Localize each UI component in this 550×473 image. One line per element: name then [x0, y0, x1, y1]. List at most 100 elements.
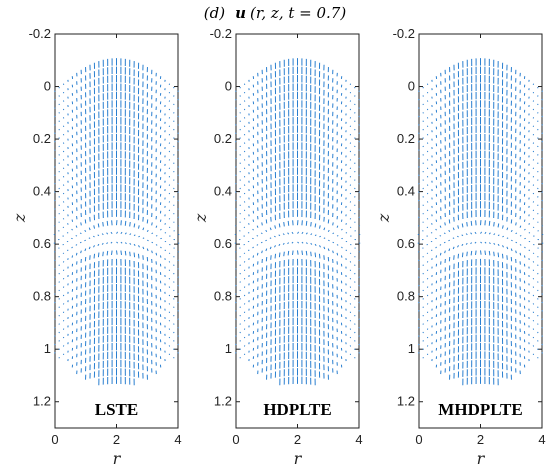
quiver-arrow [470, 220, 473, 226]
quiver-arrow [506, 227, 509, 231]
quiver-arrow [327, 229, 330, 233]
quiver-arrow [488, 220, 491, 226]
quiver-arrow [474, 241, 477, 244]
quiver-arrow [480, 241, 483, 244]
quiver-arrow [452, 246, 455, 250]
quiver-arrow [457, 245, 459, 248]
quiver-arrow [93, 245, 95, 248]
y-tick-label: 0.8 [397, 289, 415, 304]
quiver-arrow [53, 251, 56, 253]
quiver-arrow [292, 250, 294, 255]
quiver-arrow [168, 252, 171, 255]
x-tick-label: 4 [174, 432, 181, 447]
quiver-arrow [247, 249, 250, 252]
y-tick-label: 0.2 [33, 131, 51, 146]
quiver-arrow [265, 229, 268, 233]
quiver-arrow [318, 225, 321, 229]
quiver-arrow [120, 250, 122, 255]
quiver-arrow [278, 234, 281, 237]
panel-label: HDPLTE [263, 400, 331, 419]
title-vector: u [235, 4, 246, 22]
quiver-arrow [332, 241, 335, 244]
quiver-arrow [274, 235, 276, 238]
quiver-arrow [452, 237, 455, 239]
quiver-arrow [106, 250, 109, 256]
quiver-arrow [430, 249, 433, 252]
quiver-arrow [138, 245, 140, 248]
quiver-arrow [124, 220, 127, 226]
y-tick-label: 0.6 [214, 236, 232, 251]
quiver-arrow [155, 252, 158, 256]
y-tick-label: 1 [225, 341, 232, 356]
y-tick-label: 0 [225, 79, 232, 94]
quiver-arrow [475, 250, 477, 255]
quiver-arrow [58, 221, 60, 223]
quiver-arrow [235, 259, 237, 262]
quiver-arrow [502, 235, 504, 238]
quiver-arrow [332, 232, 335, 235]
quiver-arrow [283, 251, 285, 257]
quiver-arrow [124, 232, 127, 235]
quiver-arrow [448, 248, 451, 252]
quiver-arrow [426, 226, 429, 229]
quiver-arrow [160, 246, 162, 249]
y-tick-label: -0.2 [210, 26, 232, 41]
quiver-arrow [336, 252, 339, 256]
quiver-arrow [439, 225, 442, 228]
quiver-arrow [67, 223, 69, 225]
quiver-arrow [452, 227, 455, 231]
quiver-arrow [297, 250, 299, 255]
quiver-arrow [480, 231, 483, 234]
quiver-arrow [278, 223, 281, 228]
quiver-arrow [524, 246, 526, 249]
quiver-arrow [177, 216, 179, 219]
quiver-arrow [261, 250, 263, 254]
quiver-arrow [155, 244, 158, 246]
quiver-arrow [151, 250, 153, 254]
quiver-arrow [54, 216, 56, 219]
quiver-arrow [120, 241, 123, 244]
quiver-arrow [142, 246, 145, 250]
quiver-arrow [84, 239, 86, 242]
quiver-arrow [256, 252, 259, 256]
quiver-arrow [71, 255, 74, 258]
quiver-arrow [358, 259, 360, 262]
quiver-arrow [269, 227, 272, 231]
quiver-arrow [287, 220, 290, 226]
quiver-panel-2: -0.2 0 0.2 0.4 0.6 0.8 1 1.2 0 2 4 r z HDPLTE [191, 26, 363, 468]
quiver-arrow [88, 227, 91, 231]
quiver-arrow [523, 255, 526, 258]
quiver-arrow [528, 223, 530, 225]
quiver-arrow [310, 251, 312, 257]
quiver-arrow [261, 222, 263, 226]
quiver-arrow [101, 242, 104, 245]
quiver-field [417, 58, 544, 386]
quiver-arrow [84, 248, 87, 252]
quiver-arrow [260, 241, 263, 244]
quiver-arrow [484, 241, 487, 244]
quiver-arrow [466, 251, 468, 257]
quiver-arrow [301, 250, 303, 255]
y-tick-label: 0.2 [214, 131, 232, 146]
quiver-arrow [278, 243, 281, 247]
y-tick-label: 0 [408, 79, 415, 94]
quiver-arrow [256, 225, 259, 228]
quiver-arrow [177, 225, 180, 227]
quiver-arrow [532, 252, 535, 255]
quiver-arrow [461, 243, 464, 247]
quiver-arrow [282, 233, 285, 236]
quiver-arrow [506, 246, 509, 250]
quiver-arrow [422, 256, 424, 258]
quiver-arrow [305, 250, 308, 256]
y-tick-label: 1.2 [33, 394, 51, 409]
quiver-arrow [426, 252, 429, 255]
quiver-arrow [354, 256, 356, 258]
quiver-arrow [116, 231, 119, 234]
quiver-arrow [336, 244, 339, 246]
quiver-arrow [519, 225, 522, 228]
quiver-arrow [71, 246, 73, 249]
x-tick-label: 0 [232, 432, 239, 447]
quiver-arrow [493, 251, 495, 257]
quiver-arrow [133, 223, 136, 228]
quiver-arrow [488, 232, 491, 235]
